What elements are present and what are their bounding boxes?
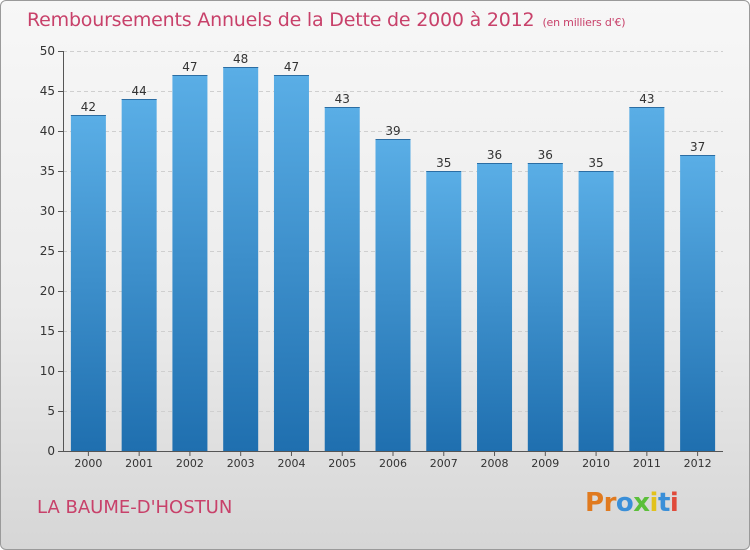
- logo-letter: i: [669, 488, 679, 518]
- x-tick-label: 2001: [125, 457, 153, 470]
- data-label: 35: [436, 156, 451, 170]
- bar: [426, 171, 462, 451]
- bar: [578, 171, 614, 451]
- bar: [121, 99, 157, 451]
- bar: [172, 75, 208, 451]
- x-tick-label: 2002: [176, 457, 204, 470]
- logo-letter: P: [585, 488, 604, 518]
- data-label: 39: [385, 124, 400, 138]
- x-tick-label: 2006: [379, 457, 407, 470]
- y-tick-label: 30: [40, 204, 55, 218]
- data-label: 42: [81, 100, 96, 114]
- y-tick-label: 50: [40, 44, 55, 58]
- y-tick-label: 0: [47, 444, 55, 458]
- x-tick-label: 2000: [74, 457, 102, 470]
- y-axis: 0 5 10 15 20 25 30 35 40 45 50: [40, 44, 64, 458]
- proxiti-logo[interactable]: Proxiti: [585, 488, 679, 518]
- bar: [527, 163, 563, 451]
- logo-letter: t: [657, 488, 670, 518]
- chart-unit: (en milliers d'€): [542, 16, 626, 29]
- y-tick-label: 10: [40, 364, 55, 378]
- logo-letter: r: [603, 488, 617, 518]
- bars: [70, 67, 716, 451]
- x-tick-label: 2011: [633, 457, 661, 470]
- data-label: 43: [335, 92, 350, 106]
- bar: [324, 107, 360, 451]
- bar: [273, 75, 309, 451]
- x-tick-label: 2008: [481, 457, 509, 470]
- data-label: 36: [487, 148, 502, 162]
- y-tick-label: 25: [40, 244, 55, 258]
- x-tick-label: 2010: [582, 457, 610, 470]
- y-tick-label: 20: [40, 284, 55, 298]
- y-tick-label: 5: [47, 404, 55, 418]
- data-label: 35: [588, 156, 603, 170]
- x-tick-label: 2003: [227, 457, 255, 470]
- x-tick-label: 2012: [684, 457, 712, 470]
- bar: [629, 107, 665, 451]
- logo-letter: x: [633, 488, 650, 518]
- x-axis: 2000 2001 2002 2003 2004 2005 2006 2007 2008 2009…: [63, 451, 723, 470]
- chart-title: Remboursements Annuels de la Dette de 20…: [27, 9, 626, 31]
- y-tick-label: 45: [40, 84, 55, 98]
- data-label: 36: [538, 148, 553, 162]
- y-tick-label: 35: [40, 164, 55, 178]
- x-tick-label: 2009: [531, 457, 559, 470]
- bar: [680, 155, 716, 451]
- data-label: 44: [132, 84, 147, 98]
- bar: [375, 139, 411, 451]
- data-label: 47: [182, 60, 197, 74]
- x-tick-label: 2005: [328, 457, 356, 470]
- y-tick-label: 15: [40, 324, 55, 338]
- bar: [70, 115, 106, 451]
- data-label: 43: [639, 92, 654, 106]
- bar: [223, 67, 259, 451]
- logo-letter: i: [649, 488, 659, 518]
- x-tick-label: 2004: [277, 457, 305, 470]
- x-tick-label: 2007: [430, 457, 458, 470]
- bar: [477, 163, 513, 451]
- commune-name: LA BAUME-D'HOSTUN: [37, 497, 233, 518]
- logo-letter: o: [615, 488, 634, 518]
- y-tick-label: 40: [40, 124, 55, 138]
- data-label: 37: [690, 140, 705, 154]
- data-label: 48: [233, 52, 248, 66]
- data-labels: 42 44 47 48 47 43 39 35 36 36 35 43 37: [81, 52, 706, 170]
- data-label: 47: [284, 60, 299, 74]
